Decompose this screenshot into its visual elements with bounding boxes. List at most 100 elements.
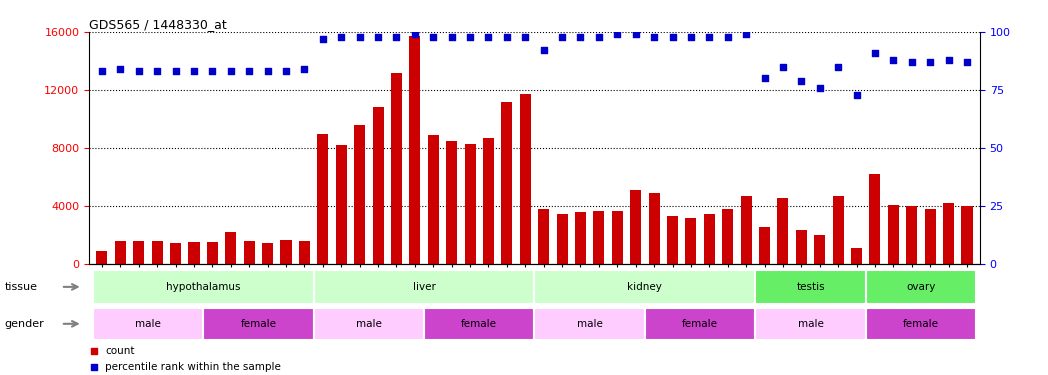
Bar bbox=[133, 241, 145, 264]
Bar bbox=[612, 211, 623, 264]
Bar bbox=[391, 73, 402, 264]
Bar bbox=[534, 308, 645, 339]
Point bbox=[462, 33, 479, 39]
Text: kidney: kidney bbox=[628, 282, 662, 292]
Bar bbox=[575, 212, 586, 264]
Bar bbox=[593, 211, 605, 264]
Text: ovary: ovary bbox=[907, 282, 936, 292]
Bar bbox=[244, 241, 255, 264]
Point bbox=[682, 33, 699, 39]
Bar bbox=[354, 125, 365, 264]
Point bbox=[701, 33, 718, 39]
Point bbox=[922, 59, 939, 65]
Point bbox=[296, 66, 312, 72]
Bar bbox=[539, 209, 549, 264]
Bar bbox=[313, 270, 534, 304]
Point bbox=[149, 68, 166, 74]
Point bbox=[903, 59, 920, 65]
Bar bbox=[520, 94, 530, 264]
Bar bbox=[645, 308, 756, 339]
Bar bbox=[203, 308, 313, 339]
Point bbox=[204, 68, 221, 74]
Text: testis: testis bbox=[796, 282, 825, 292]
Point bbox=[646, 33, 662, 39]
Point bbox=[185, 68, 202, 74]
Point bbox=[811, 85, 828, 91]
Bar bbox=[313, 308, 424, 339]
Point bbox=[867, 50, 883, 56]
Text: male: male bbox=[356, 319, 381, 329]
Point bbox=[351, 33, 368, 39]
Bar bbox=[943, 203, 954, 264]
Point bbox=[93, 68, 110, 74]
Point bbox=[553, 33, 570, 39]
Point bbox=[222, 68, 239, 74]
Bar bbox=[722, 209, 734, 264]
Text: gender: gender bbox=[4, 319, 44, 329]
Point bbox=[774, 64, 791, 70]
Bar bbox=[225, 232, 236, 264]
Bar bbox=[93, 308, 203, 339]
Bar bbox=[649, 193, 659, 264]
Bar bbox=[262, 243, 274, 264]
Point bbox=[940, 57, 957, 63]
Text: count: count bbox=[105, 346, 134, 356]
Bar bbox=[866, 270, 976, 304]
Bar bbox=[93, 270, 313, 304]
Bar bbox=[778, 198, 788, 264]
Text: liver: liver bbox=[413, 282, 436, 292]
Bar bbox=[534, 270, 756, 304]
Point bbox=[370, 33, 387, 39]
Bar bbox=[372, 107, 384, 264]
Point bbox=[738, 31, 755, 37]
Bar bbox=[866, 308, 976, 339]
Bar bbox=[888, 205, 899, 264]
Point bbox=[885, 57, 901, 63]
Bar bbox=[501, 102, 512, 264]
Bar bbox=[318, 134, 328, 264]
Bar bbox=[424, 308, 534, 339]
Bar bbox=[795, 230, 807, 264]
Text: hypothalamus: hypothalamus bbox=[166, 282, 240, 292]
Point bbox=[480, 33, 497, 39]
Point bbox=[112, 66, 129, 72]
Bar bbox=[428, 135, 439, 264]
Point bbox=[278, 68, 294, 74]
Point bbox=[572, 33, 589, 39]
Bar bbox=[961, 206, 973, 264]
Bar bbox=[756, 270, 866, 304]
Point bbox=[830, 64, 847, 70]
Point bbox=[424, 33, 441, 39]
Point bbox=[130, 68, 147, 74]
Point bbox=[499, 33, 516, 39]
Bar bbox=[281, 240, 291, 264]
Bar bbox=[152, 241, 162, 264]
Bar bbox=[410, 36, 420, 264]
Bar bbox=[115, 241, 126, 264]
Bar bbox=[924, 209, 936, 264]
Bar bbox=[483, 138, 494, 264]
Point bbox=[609, 31, 626, 37]
Point bbox=[388, 33, 405, 39]
Text: female: female bbox=[461, 319, 497, 329]
Point bbox=[333, 33, 350, 39]
Text: male: male bbox=[576, 319, 603, 329]
Point bbox=[443, 33, 460, 39]
Bar bbox=[685, 218, 697, 264]
Bar bbox=[704, 213, 715, 264]
Bar bbox=[446, 141, 457, 264]
Bar bbox=[96, 251, 108, 264]
Point bbox=[314, 36, 331, 42]
Text: female: female bbox=[240, 319, 277, 329]
Bar bbox=[667, 216, 678, 264]
Bar bbox=[170, 243, 181, 264]
Text: tissue: tissue bbox=[4, 282, 38, 292]
Point bbox=[664, 33, 681, 39]
Bar bbox=[759, 226, 770, 264]
Bar bbox=[464, 144, 476, 264]
Point bbox=[959, 59, 976, 65]
Bar bbox=[299, 241, 310, 264]
Bar bbox=[814, 236, 825, 264]
Text: female: female bbox=[682, 319, 718, 329]
Point bbox=[259, 68, 276, 74]
